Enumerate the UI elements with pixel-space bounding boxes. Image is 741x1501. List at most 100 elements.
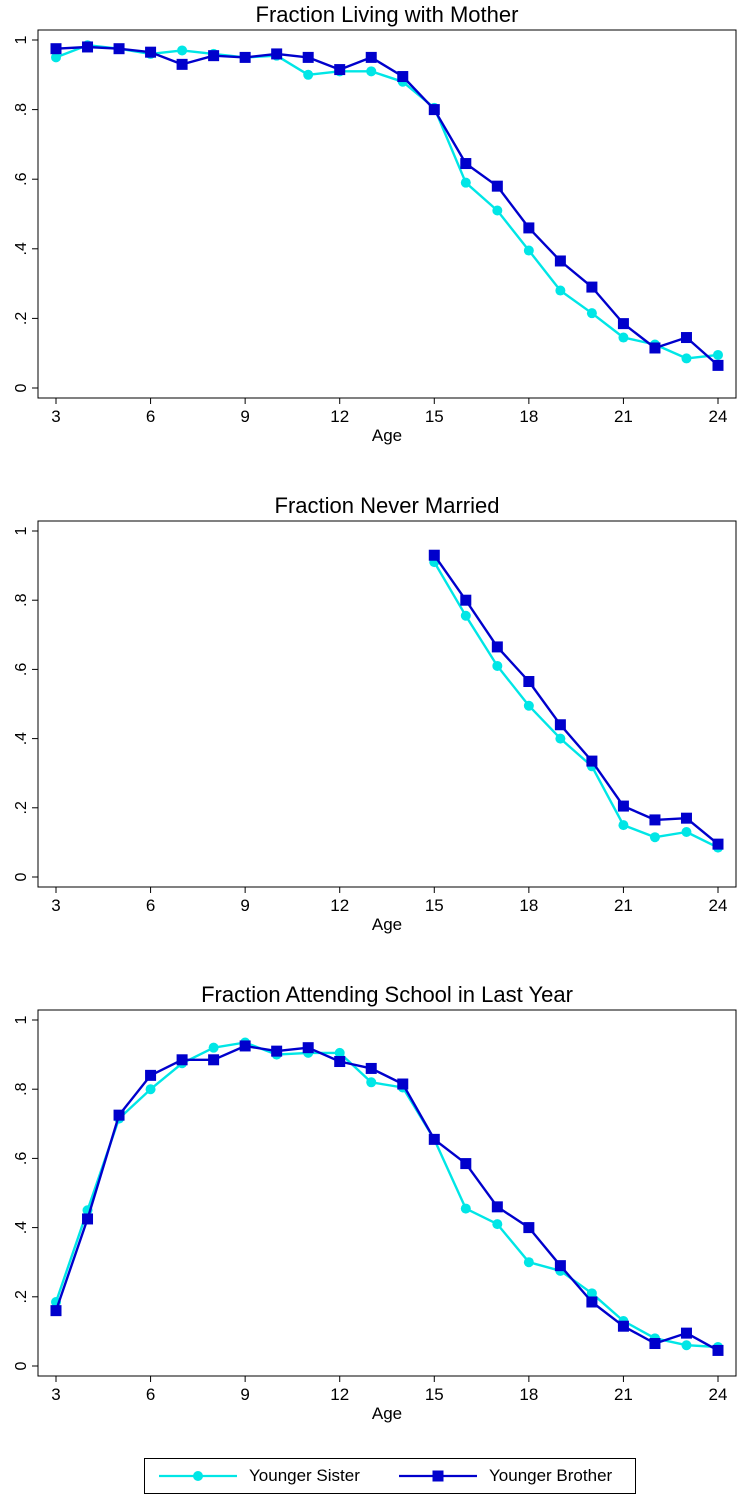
x-tick-label: 24 — [709, 896, 728, 915]
x-tick-label: 6 — [146, 896, 155, 915]
data-point-younger-sister — [618, 332, 629, 343]
data-point-younger-brother — [239, 1040, 251, 1052]
x-tick-label: 12 — [330, 407, 349, 426]
x-tick-label: 18 — [519, 896, 538, 915]
x-tick-label: 12 — [330, 1385, 349, 1404]
data-point-younger-brother — [113, 43, 125, 55]
x-tick-label: 15 — [425, 407, 444, 426]
x-tick-label: 9 — [240, 407, 249, 426]
y-tick-label: .2 — [13, 312, 30, 325]
data-point-younger-brother — [649, 1338, 661, 1350]
data-point-younger-sister — [303, 69, 314, 80]
data-point-younger-brother — [680, 332, 692, 344]
legend: Younger Sister Younger Brother — [144, 1458, 636, 1494]
x-tick-label: 18 — [519, 407, 538, 426]
data-point-younger-sister — [681, 827, 692, 838]
data-point-younger-brother — [617, 800, 629, 812]
y-tick-label: 1 — [13, 526, 30, 535]
x-axis-label: Age — [372, 915, 402, 934]
chart-panel-1: Fraction Living with Mother 0 .2 .4 .6 .8 1 3 6 9… — [13, 2, 737, 445]
data-point-younger-sister — [586, 308, 597, 319]
data-point-younger-brother — [145, 1069, 157, 1081]
data-point-younger-brother — [365, 51, 377, 63]
data-point-younger-brother — [712, 838, 724, 850]
data-point-younger-brother — [428, 549, 440, 561]
x-tick-label: 24 — [709, 1385, 728, 1404]
data-point-younger-sister — [460, 1203, 471, 1214]
chart-title: Fraction Living with Mother — [256, 2, 519, 27]
data-point-younger-sister — [460, 177, 471, 188]
data-point-younger-sister — [713, 349, 723, 360]
data-point-younger-sister — [177, 45, 188, 56]
x-tick-label: 15 — [425, 1385, 444, 1404]
data-point-younger-brother — [712, 359, 724, 371]
y-tick-label: 1 — [13, 35, 30, 44]
y-tick-label: .8 — [13, 593, 30, 606]
data-point-younger-brother — [617, 1320, 629, 1332]
x-tick-label: 21 — [614, 896, 633, 915]
y-tick-label: .8 — [13, 1082, 30, 1095]
data-point-younger-brother — [50, 1305, 62, 1317]
chart-title: Fraction Attending School in Last Year — [201, 982, 573, 1007]
y-tick-label: .6 — [13, 1152, 30, 1165]
plot-frame — [37, 29, 737, 399]
x-tick-label: 21 — [614, 407, 633, 426]
data-point-younger-sister — [555, 733, 566, 744]
series-line-younger-sister — [54, 1041, 719, 1349]
x-tick-label: 15 — [425, 896, 444, 915]
data-point-younger-brother — [554, 719, 566, 731]
legend-item-younger-brother: Younger Brother — [397, 1459, 612, 1493]
data-point-younger-brother — [680, 812, 692, 824]
data-point-younger-brother — [523, 222, 535, 234]
legend-label-younger-brother: Younger Brother — [489, 1466, 613, 1485]
x-tick-label: 3 — [51, 896, 60, 915]
y-tick-label: 1 — [13, 1015, 30, 1024]
data-point-younger-brother — [334, 64, 346, 76]
data-point-younger-brother — [208, 1054, 220, 1066]
x-tick-label: 3 — [51, 407, 60, 426]
data-point-younger-brother — [586, 1296, 598, 1308]
x-axis-label: Age — [372, 426, 402, 445]
series-line-younger-sister — [433, 561, 719, 849]
data-point-younger-sister — [492, 205, 503, 216]
data-point-younger-brother — [554, 1260, 566, 1272]
data-point-younger-sister — [492, 1219, 503, 1230]
y-tick-label: .4 — [13, 732, 30, 745]
y-tick-label: 0 — [13, 1361, 30, 1370]
x-axis-label: Age — [372, 1404, 402, 1423]
data-point-younger-sister — [334, 1047, 345, 1058]
legend-swatch-younger-brother — [399, 1470, 477, 1482]
data-point-younger-brother — [586, 281, 598, 293]
data-point-younger-brother — [460, 594, 472, 606]
data-point-younger-brother — [649, 814, 661, 826]
data-point-younger-brother — [113, 1109, 125, 1121]
data-point-younger-brother — [491, 180, 503, 192]
data-point-younger-brother — [239, 51, 251, 63]
data-point-younger-sister — [523, 700, 534, 711]
x-tick-label: 12 — [330, 896, 349, 915]
chart-title: Fraction Never Married — [275, 493, 500, 518]
data-point-younger-sister — [523, 245, 534, 256]
data-point-younger-brother — [491, 641, 503, 653]
plot-frame — [37, 1009, 737, 1377]
data-point-younger-brother — [397, 71, 409, 83]
data-point-younger-brother — [176, 58, 188, 70]
data-point-younger-brother — [523, 1222, 535, 1234]
data-point-younger-brother — [271, 1045, 283, 1057]
data-point-younger-brother — [649, 342, 661, 354]
x-tick-label: 6 — [146, 407, 155, 426]
chart-panel-3: Fraction Attending School in Last Year 0.… — [13, 982, 737, 1423]
data-point-younger-sister — [681, 1340, 692, 1351]
data-point-younger-brother — [176, 1054, 188, 1066]
data-point-younger-brother — [428, 1133, 440, 1145]
data-point-younger-sister — [555, 285, 566, 296]
legend-label-younger-sister: Younger Sister — [249, 1466, 360, 1485]
series-line-younger-sister — [55, 44, 719, 360]
data-point-younger-brother — [82, 1213, 94, 1225]
data-point-younger-brother — [271, 48, 283, 60]
data-point-younger-brother — [50, 43, 62, 55]
data-point-younger-brother — [554, 255, 566, 267]
legend-swatch-younger-sister — [159, 1471, 237, 1481]
x-tick-label: 3 — [51, 1385, 60, 1404]
data-point-younger-brother — [680, 1327, 692, 1339]
